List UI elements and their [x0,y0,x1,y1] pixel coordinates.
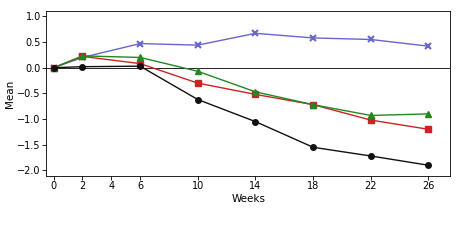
15 mg [137,62,143,65]
30 mg [80,54,85,57]
15 mg [425,128,430,131]
45 mg [425,164,430,166]
15 mg [252,93,258,96]
45 mg [80,65,85,68]
Placebo [425,45,430,47]
15 mg [194,82,200,84]
30 mg [252,90,258,93]
45 mg [137,65,143,68]
30 mg [194,70,200,73]
30 mg [310,103,315,106]
Placebo [252,32,258,35]
Placebo [367,38,373,41]
30 mg [425,112,430,115]
30 mg [137,56,143,59]
15 mg [367,119,373,122]
30 mg [51,66,56,69]
Line: 30 mg: 30 mg [51,53,430,118]
Line: 15 mg: 15 mg [51,54,430,132]
45 mg [194,98,200,101]
15 mg [310,103,315,106]
45 mg [51,66,56,69]
30 mg [367,114,373,117]
Placebo [194,44,200,47]
Placebo [310,37,315,39]
15 mg [80,55,85,58]
15 mg [51,66,56,69]
45 mg [252,120,258,123]
Line: 45 mg: 45 mg [51,63,430,168]
Placebo [51,66,56,69]
Line: Placebo: Placebo [50,30,431,71]
45 mg [310,146,315,149]
45 mg [367,155,373,157]
Placebo [137,42,143,45]
Placebo [80,56,85,59]
X-axis label: Weeks: Weeks [231,194,265,204]
Y-axis label: Mean: Mean [5,79,14,108]
